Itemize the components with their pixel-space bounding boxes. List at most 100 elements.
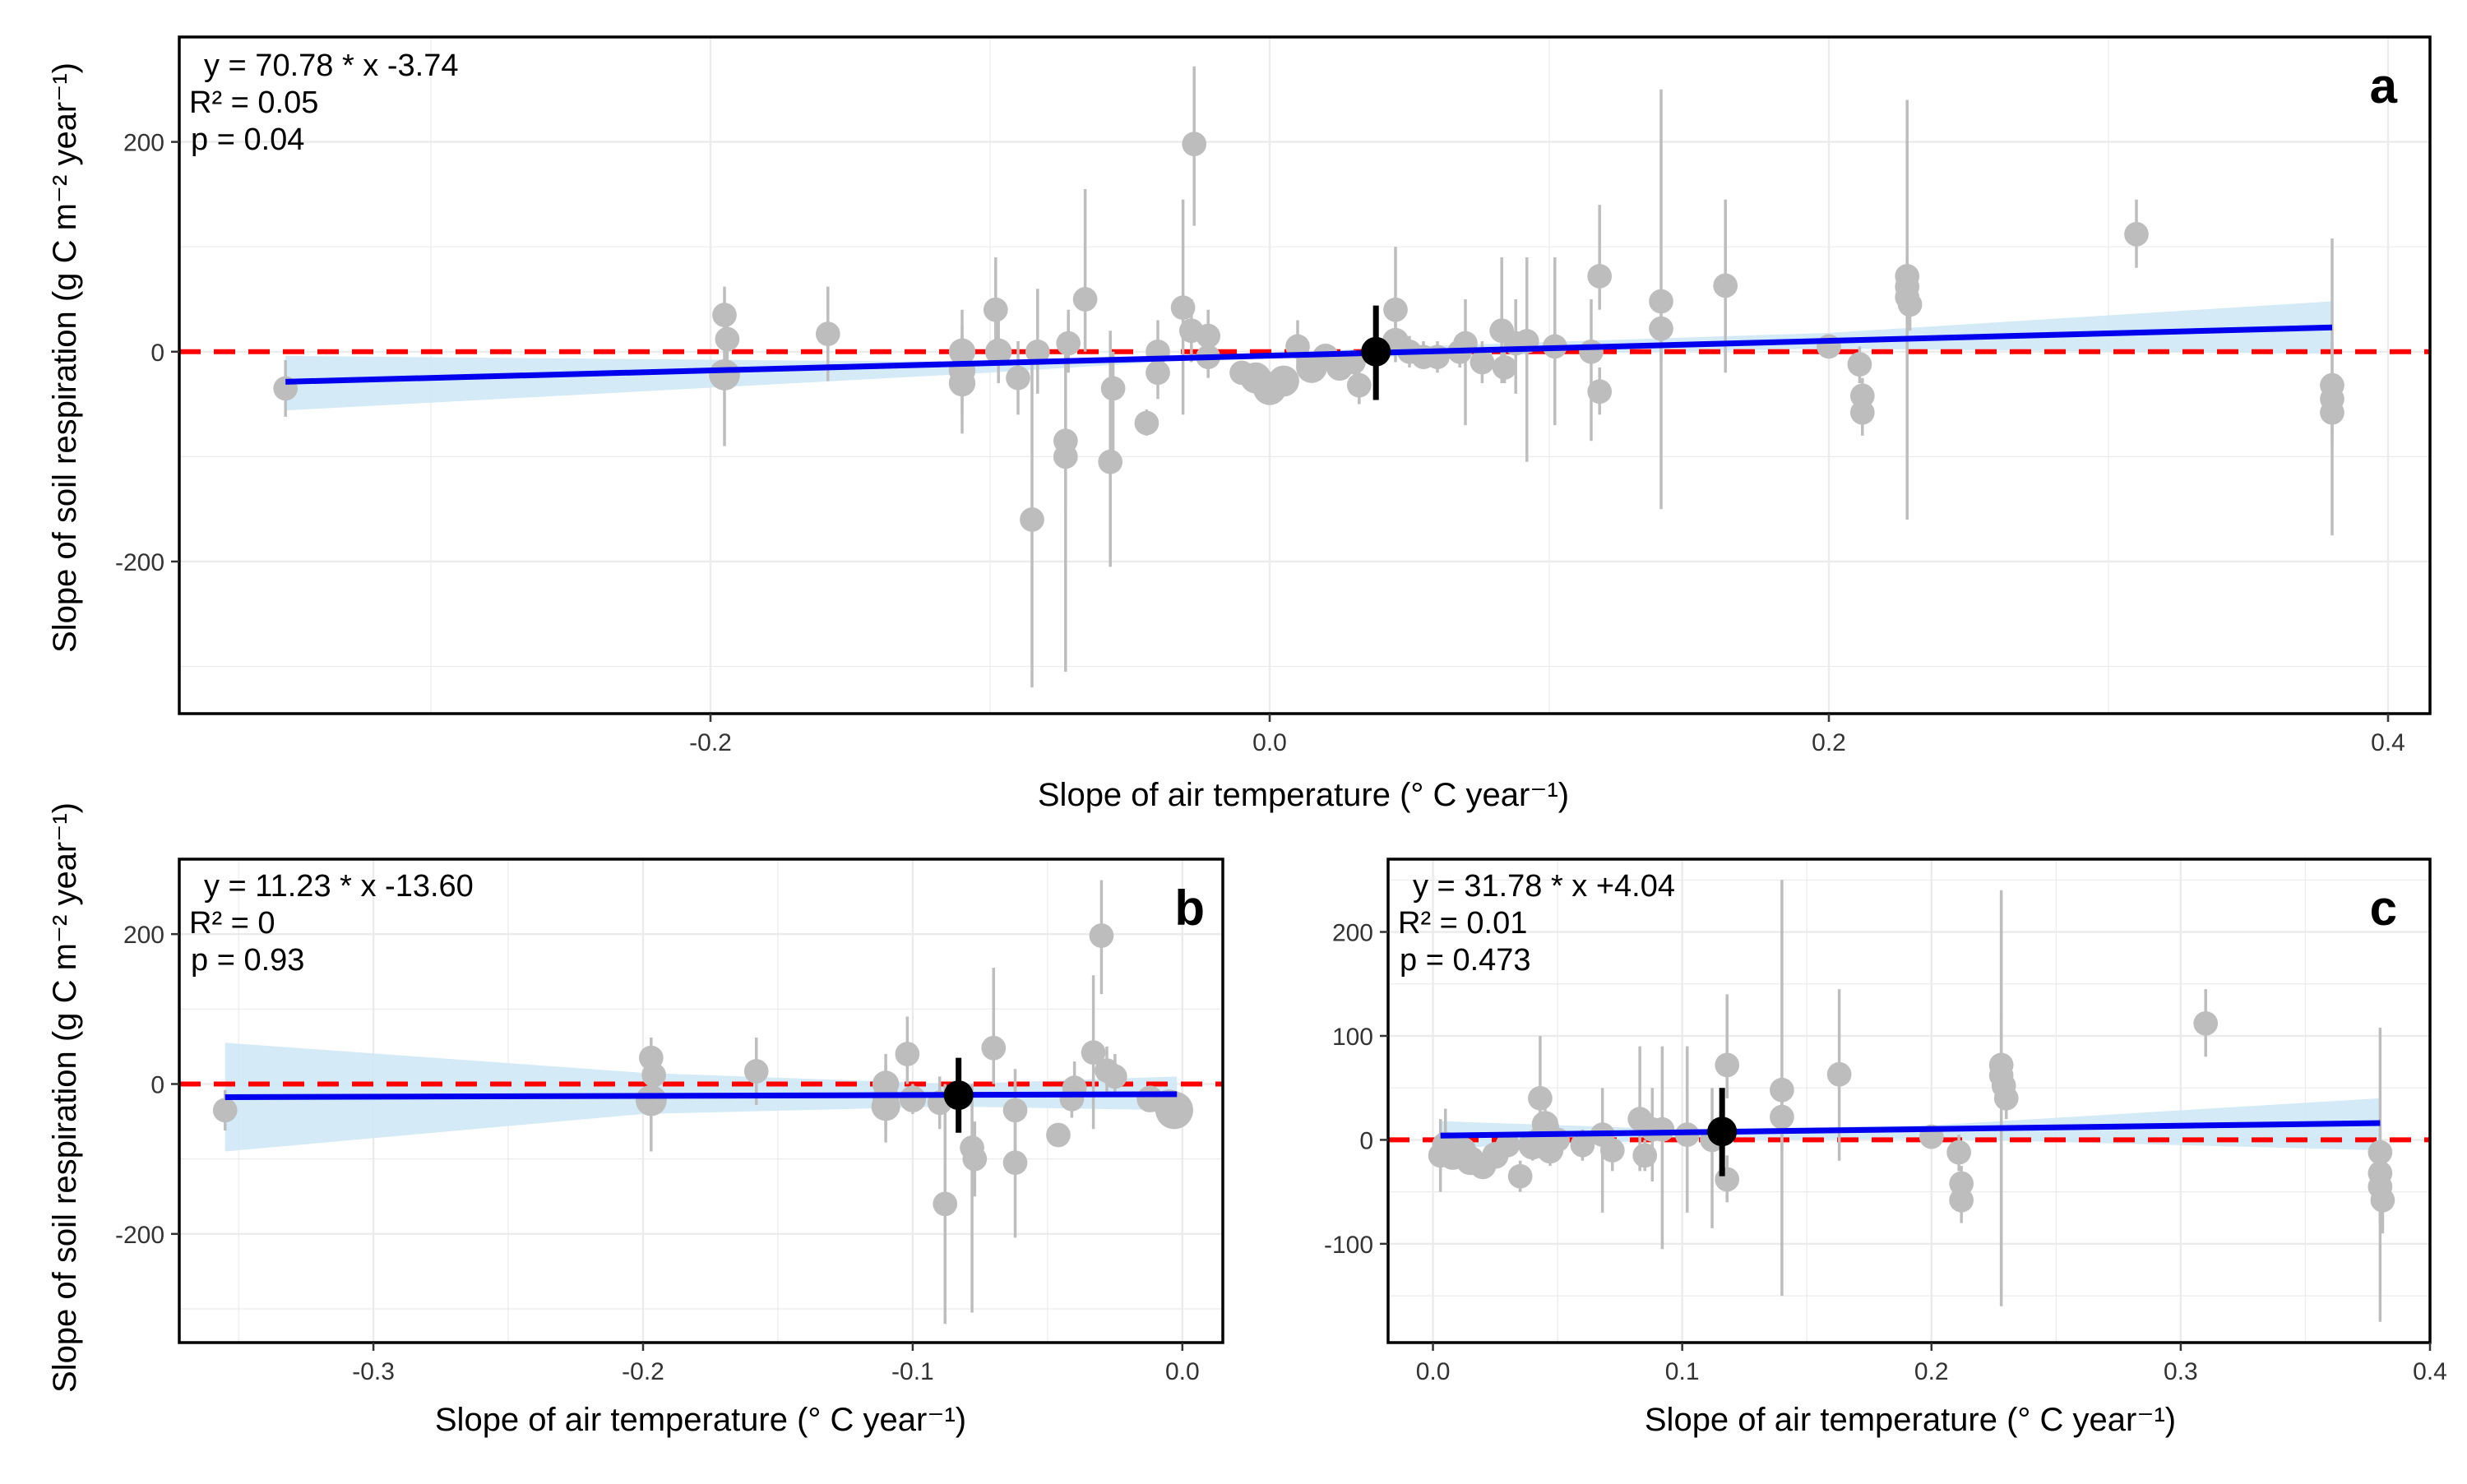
panel-c-data-point [1993, 1085, 2019, 1111]
panel-c-regression-line [1440, 1120, 2381, 1139]
panel-a-y-tick-label: 200 [123, 130, 164, 157]
panel-a-data-point [1098, 449, 1123, 474]
panel-a-data-point [1470, 349, 1495, 375]
panel-a-data-point [2124, 222, 2149, 247]
panel-a-y-axis: -200 0 200 [115, 130, 179, 576]
panel-a-regression-line [285, 324, 2333, 385]
panel-c-data-point [1632, 1143, 1658, 1168]
panel-b-data-point [1155, 1091, 1193, 1130]
panel-c-y-tick-label: -100 [1324, 1232, 1373, 1259]
panel-b: Slope of air temperature (° C year⁻¹) -0… [115, 858, 1224, 1438]
panel-c-x-axis-title: Slope of air temperature (° C year⁻¹) [1645, 1402, 2176, 1438]
panel-a-x-tick-label: -0.2 [689, 729, 732, 756]
panel-b-data-point [933, 1191, 958, 1217]
panel-a-data-point [1587, 264, 1613, 289]
panel-a-x-tick-label: 0.4 [2371, 729, 2405, 756]
panel-a-x-tick-label: 0.0 [1252, 729, 1287, 756]
panel-a-r-squared: R² = 0.05 [189, 86, 318, 120]
panel-a-data-point [709, 358, 740, 391]
panel-a-data-point [1847, 352, 1872, 377]
panel-b-data-point [1081, 1040, 1106, 1066]
panel-a-data-point [1196, 323, 1221, 349]
panel-a-equation: y = 70.78 * x -3.74 [204, 49, 458, 83]
panel-b-y-tick-label: 0 [150, 1071, 164, 1098]
panel-c-data-point [1715, 1167, 1740, 1192]
y-axis-title-top: Slope of soil respiration (g C m⁻² year⁻… [47, 62, 83, 653]
panel-b-data-point [1002, 1150, 1028, 1176]
panel-a-data-point [1134, 410, 1159, 436]
panel-c-x-tick-label: 0.4 [2413, 1358, 2447, 1385]
panel-a-points [273, 132, 2344, 532]
panel-c-y-tick-label: 200 [1332, 920, 1373, 947]
panel-c-frame [1386, 858, 2432, 1344]
panel-a-data-point [712, 303, 737, 327]
panel-b-data-point [895, 1042, 920, 1066]
panel-a-x-axis: -0.2 0.0 0.2 0.4 [689, 714, 2405, 756]
panel-b-x-axis-title: Slope of air temperature (° C year⁻¹) [435, 1402, 966, 1438]
panel-a-data-point [715, 326, 740, 352]
panel-b-x-axis: -0.3 -0.2 -0.1 0.0 [352, 1343, 1200, 1385]
panel-a-y-tick-label: 0 [150, 340, 164, 367]
panel-a-frame [178, 35, 2432, 715]
panel-c-y-tick-label: 0 [1359, 1127, 1373, 1154]
panel-b-data-point [1002, 1098, 1028, 1123]
panel-b-data-point [962, 1146, 988, 1172]
panel-c-marks [1388, 880, 2430, 1322]
panel-a-data-point [948, 369, 976, 397]
panel-c-y-tick-label: 100 [1332, 1024, 1373, 1051]
panel-b-p-value: p = 0.93 [191, 943, 304, 978]
panel-a-data-point [1053, 444, 1078, 469]
panel-a-data-point [985, 338, 1012, 365]
panel-a-data-point [1492, 355, 1517, 380]
panel-b-y-tick-label: -200 [115, 1222, 164, 1249]
panel-c-plot-area: 0.0 0.1 0.2 0.3 0.4 -100 0 100 200 y = 31.78 * x … [1324, 858, 2447, 1385]
panel-b-equation: y = 11.23 * x -13.60 [204, 869, 474, 904]
panel-a-data-point [1849, 383, 1875, 409]
panel-a-data-point [1182, 132, 1207, 156]
panel-b-data-point [899, 1085, 927, 1112]
panel-a-data-point [1006, 365, 1030, 391]
panel-a-data-point [1100, 376, 1126, 401]
panel-a-data-point [1268, 365, 1299, 397]
panel-a-y-tick-label: -200 [115, 549, 164, 576]
panel-a-data-point [1897, 292, 1923, 317]
panel-a-plot-area: -0.2 0.0 0.2 0.4 -200 0 200 y = 70.78 * x -3.74… [115, 35, 2432, 756]
panel-a-data-point [1025, 339, 1050, 364]
panel-b-y-axis: -200 0 200 [115, 922, 179, 1249]
panel-b-x-tick-label: 0.0 [1165, 1358, 1200, 1385]
panel-a-data-point [1146, 360, 1170, 386]
panel-a-x-axis-title: Slope of air temperature (° C year⁻¹) [1038, 777, 1569, 813]
panel-c-data-point [1528, 1085, 1553, 1111]
panel-c-data-point [1949, 1187, 1974, 1213]
panel-b-data-point [1089, 923, 1114, 948]
panel-a-marks [179, 66, 2430, 688]
panel-b-r-squared: R² = 0 [189, 906, 275, 941]
panel-b-data-point [641, 1062, 666, 1088]
panel-b-data-point [212, 1098, 238, 1123]
panel-c-x-tick-label: 0.2 [1914, 1358, 1949, 1385]
panel-c-label: c [2370, 881, 2397, 936]
panel-c-data-point [2193, 1010, 2219, 1036]
panel-c-x-tick-label: 0.3 [2164, 1358, 2198, 1385]
panel-b-data-point [1102, 1064, 1127, 1089]
panel-a-data-point [1849, 400, 1875, 425]
panel-c-equation: y = 31.78 * x +4.04 [1413, 869, 1675, 904]
panel-b-plot-area: -0.3 -0.2 -0.1 0.0 -200 0 200 y = 11.23 * x -13… [115, 858, 1224, 1385]
panel-c-data-point [1495, 1132, 1520, 1158]
panel-c-data-point [1826, 1061, 1852, 1087]
panel-a-data-point [1713, 273, 1738, 298]
panel-c-data-point [1570, 1132, 1595, 1158]
panel-a: Slope of air temperature (° C year⁻¹) -0… [115, 35, 2432, 813]
panel-c-data-point [1770, 1104, 1794, 1130]
panel-b-x-tick-label: -0.1 [891, 1358, 934, 1385]
panel-c-data-point [2370, 1187, 2395, 1213]
panel-c-data-point [1715, 1052, 1740, 1078]
panel-a-mean-point [1361, 336, 1391, 367]
panel-a-data-point [1383, 297, 1408, 322]
panel-a-label: a [2370, 58, 2398, 113]
panel-a-data-point [1072, 287, 1098, 312]
panel-a-data-point [815, 321, 840, 346]
panel-a-p-value: p = 0.04 [191, 123, 304, 157]
